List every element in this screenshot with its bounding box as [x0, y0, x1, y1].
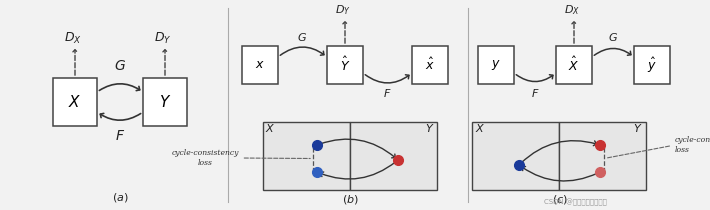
Bar — [242, 46, 278, 84]
Text: $D_Y$: $D_Y$ — [154, 30, 172, 46]
Text: $F$: $F$ — [383, 87, 392, 99]
Bar — [350, 122, 437, 190]
Bar — [53, 78, 97, 126]
Text: $G$: $G$ — [297, 31, 307, 43]
Text: $X$: $X$ — [265, 122, 275, 134]
Text: $Y$: $Y$ — [159, 94, 171, 110]
Text: $F$: $F$ — [531, 87, 540, 99]
Text: $(b)$: $(b)$ — [342, 193, 359, 206]
Text: $X$: $X$ — [68, 94, 82, 110]
Text: $\hat{y}$: $\hat{y}$ — [647, 55, 657, 75]
Bar — [559, 122, 646, 190]
Bar — [634, 46, 670, 84]
Text: $\hat{x}$: $\hat{x}$ — [425, 57, 435, 73]
Text: $D_X$: $D_X$ — [64, 30, 82, 46]
Text: $X$: $X$ — [475, 122, 485, 134]
Bar — [478, 46, 514, 84]
Bar — [412, 46, 448, 84]
Text: $(a)$: $(a)$ — [111, 192, 129, 205]
Bar — [327, 46, 363, 84]
Text: $G$: $G$ — [114, 59, 126, 73]
Bar — [143, 78, 187, 126]
Bar — [263, 122, 350, 190]
Text: $\hat{Y}$: $\hat{Y}$ — [340, 56, 350, 74]
Text: cycle-consistency
loss: cycle-consistency loss — [607, 136, 710, 158]
Text: $F$: $F$ — [115, 129, 125, 143]
Text: $G$: $G$ — [608, 31, 618, 43]
Text: cycle-consistency
loss: cycle-consistency loss — [171, 149, 310, 167]
Text: $\hat{X}$: $\hat{X}$ — [568, 56, 579, 74]
Bar — [556, 46, 592, 84]
Text: $D_Y$: $D_Y$ — [335, 3, 351, 17]
Text: $Y$: $Y$ — [425, 122, 435, 134]
Text: $y$: $y$ — [491, 58, 501, 72]
Text: $Y$: $Y$ — [633, 122, 643, 134]
Text: CSDN @鲤鱼王的成长之路: CSDN @鲤鱼王的成长之路 — [544, 199, 606, 206]
Bar — [472, 122, 559, 190]
Text: $D_X$: $D_X$ — [564, 3, 580, 17]
Text: $x$: $x$ — [255, 59, 265, 71]
Text: $(c)$: $(c)$ — [552, 193, 568, 206]
